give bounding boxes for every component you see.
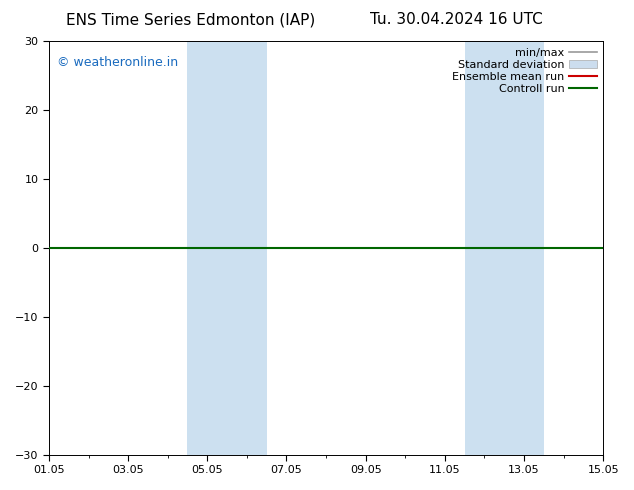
Text: ENS Time Series Edmonton (IAP): ENS Time Series Edmonton (IAP) — [65, 12, 315, 27]
Bar — [227, 41, 267, 455]
Text: © weatheronline.in: © weatheronline.in — [57, 55, 178, 69]
Bar — [504, 41, 544, 455]
Bar — [465, 41, 504, 455]
Legend: min/max, Standard deviation, Ensemble mean run, Controll run: min/max, Standard deviation, Ensemble me… — [448, 43, 601, 99]
Text: Tu. 30.04.2024 16 UTC: Tu. 30.04.2024 16 UTC — [370, 12, 543, 27]
Bar — [188, 41, 227, 455]
